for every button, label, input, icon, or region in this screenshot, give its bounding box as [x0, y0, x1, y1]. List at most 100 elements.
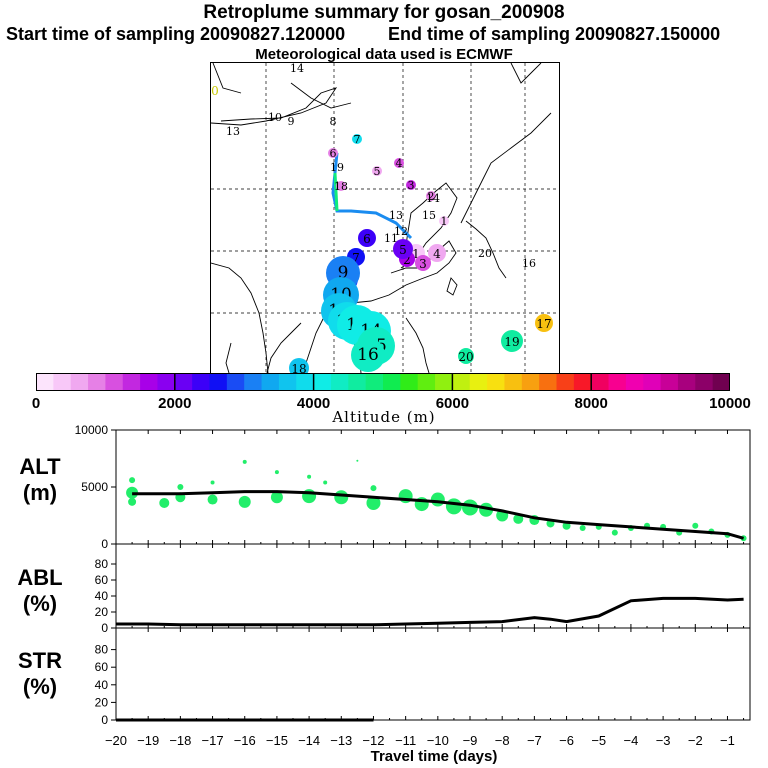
- member-marker-label: 18: [334, 180, 348, 193]
- x-tick-label: −17: [202, 733, 224, 748]
- colorbar-swatch: [53, 373, 72, 391]
- trajectory-marker: [458, 348, 474, 364]
- trajectory-marker-label: 2: [403, 253, 411, 267]
- altitude-point: [356, 459, 359, 462]
- y-tick-label: 80: [95, 643, 109, 657]
- trajectory-marker-label: 18: [291, 362, 306, 373]
- member-marker-label: 9: [288, 115, 295, 128]
- altitude-point: [177, 484, 184, 490]
- x-tick-label: −7: [527, 733, 542, 748]
- colorbar-canvas: [36, 373, 731, 391]
- altitude-point: [159, 497, 170, 508]
- trajectory-marker-label: 6: [363, 232, 371, 246]
- member-marker: [372, 166, 382, 176]
- x-tick-label: −16: [234, 733, 256, 748]
- trajectory-line: [333, 172, 339, 212]
- colorbar-swatch: [226, 373, 245, 391]
- trajectory-marker: [428, 244, 446, 262]
- colorbar-swatch: [365, 373, 384, 391]
- x-tick-label: −10: [427, 733, 449, 748]
- altitude-point: [692, 522, 699, 529]
- coastline: [460, 112, 552, 224]
- y-tick-label: 60: [95, 660, 109, 674]
- y-tick-label: 40: [95, 589, 109, 603]
- colorbar-swatch: [192, 373, 210, 391]
- member-marker-label: 8: [330, 115, 337, 128]
- colorbar-swatch: [296, 373, 315, 391]
- coastline: [405, 317, 430, 373]
- colorbar-tick-label: 2000: [158, 395, 192, 412]
- altitude-point: [307, 474, 312, 479]
- colorbar-tick-label: 10000: [709, 395, 751, 412]
- abl-label-line1: ABL: [17, 565, 63, 590]
- altitude-point: [334, 490, 349, 505]
- member-marker: [336, 181, 346, 191]
- altitude-point: [445, 498, 462, 515]
- colorbar-swatch: [660, 373, 679, 391]
- altitude-point: [323, 480, 328, 485]
- member-marker-label: 14: [426, 192, 440, 205]
- series-line: [116, 596, 744, 627]
- str-panel-label: STR (%): [8, 648, 72, 700]
- colorbar-swatch: [573, 373, 592, 391]
- x-tick-label: −3: [656, 733, 671, 748]
- map-canvas: 0123456789101112131415161718192014131098…: [211, 63, 559, 373]
- altitude-point: [210, 480, 215, 485]
- coastline: [211, 87, 338, 126]
- member-marker: [426, 191, 436, 201]
- altitude-point: [207, 494, 218, 505]
- trajectory-marker: [351, 338, 385, 372]
- colorbar-swatch: [122, 373, 141, 391]
- coastline: [446, 277, 458, 296]
- y-tick-label: 10000: [75, 423, 109, 437]
- y-tick-label: 40: [95, 678, 109, 692]
- colorbar-swatch: [556, 373, 575, 391]
- trajectory-marker: [415, 255, 431, 271]
- colorbar-swatch: [36, 373, 54, 391]
- met-data-label: Meteorological data used is ECMWF: [255, 46, 513, 63]
- x-tick-label: −14: [298, 733, 320, 748]
- member-marker-label: 10: [268, 111, 282, 124]
- colorbar-swatch: [174, 373, 193, 391]
- y-tick-label: 5000: [81, 480, 108, 494]
- x-tick-label: −15: [266, 733, 288, 748]
- colorbar-swatch: [469, 373, 488, 391]
- time-series-panels: 10000 5000 0 80 60 40 20 0 80 60 40 20 0 −20 −19 −18 −17…: [75, 423, 751, 748]
- x-tick-label: −19: [137, 733, 159, 748]
- altitude-point: [129, 477, 136, 484]
- x-tick-label: −20: [105, 733, 127, 748]
- x-tick-label: −9: [463, 733, 478, 748]
- panel-frame: [115, 627, 751, 721]
- colorbar-swatch: [608, 373, 627, 391]
- y-tick-label: 0: [101, 713, 108, 727]
- altitude-point: [238, 495, 251, 508]
- colorbar-border: [36, 373, 730, 391]
- member-marker-label: 16: [522, 257, 536, 270]
- str-label-line2: (%): [22, 674, 58, 699]
- x-tick-label: −6: [559, 733, 574, 748]
- colorbar-swatch: [244, 373, 263, 391]
- member-marker: [406, 180, 416, 190]
- trajectory-marker: [393, 239, 413, 259]
- member-marker: [328, 148, 338, 158]
- coastline: [211, 262, 269, 373]
- trajectory-marker-label: 16: [357, 345, 379, 365]
- member-marker-label: 3: [408, 179, 415, 192]
- trajectory-marker-label: 17: [536, 317, 551, 331]
- colorbar-swatch: [695, 373, 714, 391]
- colorbar-swatch: [435, 373, 453, 391]
- alt-label-line2: (m): [22, 480, 58, 505]
- x-tick-label: −8: [495, 733, 510, 748]
- colorbar-tick-label: 8000: [574, 395, 608, 412]
- start-time-label: Start time of sampling 20090827.120000: [6, 24, 346, 44]
- colorbar-swatch: [278, 373, 297, 391]
- colorbar-label: Altitude (m): [332, 408, 436, 426]
- member-marker-label: 15: [422, 209, 436, 222]
- alt-label-line1: ALT: [19, 454, 61, 479]
- panel-frame: [115, 543, 751, 629]
- end-time-label: End time of sampling 20090827.150000: [388, 24, 721, 44]
- colorbar-swatch: [452, 373, 471, 391]
- panel-frame: [115, 429, 751, 545]
- colorbar-swatch: [487, 373, 505, 391]
- colorbar-swatch: [209, 373, 228, 391]
